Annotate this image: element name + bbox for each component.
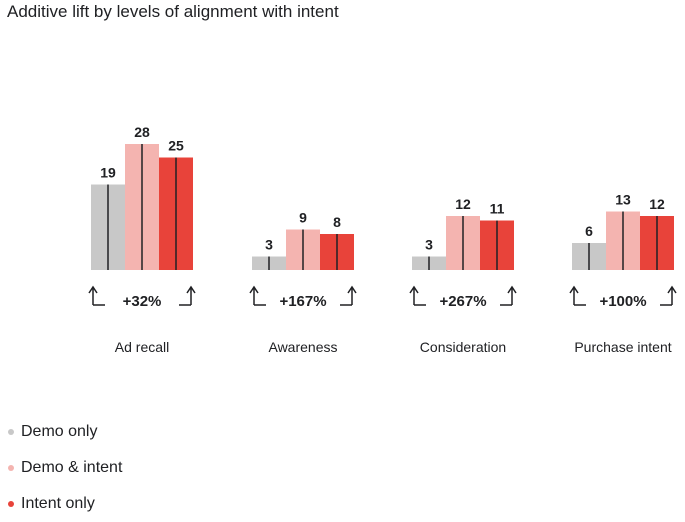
legend-dot-intent-only-icon	[8, 501, 14, 507]
category-label-1: Awareness	[268, 339, 337, 355]
legend-item-intent-only: Intent only	[8, 495, 95, 513]
lift-label-0: +32%	[123, 293, 162, 310]
data-label-0-2: 25	[168, 138, 184, 154]
lift-label-3: +100%	[599, 293, 646, 310]
chart-title: Additive lift by levels of alignment wit…	[7, 2, 339, 21]
data-label-2-0: 3	[425, 237, 433, 253]
lift-bracket-left-3	[569, 285, 586, 306]
data-label-2-1: 12	[455, 196, 471, 212]
lift-bracket-left-1	[249, 285, 266, 306]
data-label-3-2: 12	[649, 196, 665, 212]
legend-label-intent-only: Intent only	[21, 495, 95, 512]
data-label-0-0: 19	[100, 165, 116, 181]
lift-bracket-right-2	[500, 285, 517, 306]
data-label-1-0: 3	[265, 237, 273, 253]
legend-item-demo-intent: Demo & intent	[8, 459, 122, 477]
legend-item-demo-only: Demo only	[8, 423, 97, 441]
data-label-1-1: 9	[299, 210, 307, 226]
legend-label-demo-only: Demo only	[21, 423, 98, 440]
data-label-3-0: 6	[585, 223, 593, 239]
category-label-2: Consideration	[420, 339, 506, 355]
category-label-0: Ad recall	[115, 339, 169, 355]
data-label-2-2: 11	[490, 201, 505, 217]
legend-label-demo-intent: Demo & intent	[21, 459, 123, 476]
data-label-3-1: 13	[615, 192, 631, 208]
legend-dot-demo-only-icon	[8, 429, 14, 435]
legend-dot-demo-intent-icon	[8, 465, 14, 471]
lift-label-1: +167%	[279, 293, 326, 310]
data-label-0-1: 28	[134, 124, 150, 140]
lift-bracket-right-0	[179, 285, 196, 306]
lift-label-2: +267%	[439, 293, 486, 310]
lift-bracket-right-1	[340, 285, 357, 306]
lift-bracket-right-3	[660, 285, 677, 306]
category-label-3: Purchase intent	[574, 339, 671, 355]
lift-bracket-left-2	[409, 285, 426, 306]
data-label-1-2: 8	[333, 214, 341, 230]
lift-bracket-left-0	[88, 285, 105, 306]
bar-chart: 19 28 25 +32% Ad recall 3 9 8 +167% Awareness 3 12 1…	[88, 124, 677, 355]
